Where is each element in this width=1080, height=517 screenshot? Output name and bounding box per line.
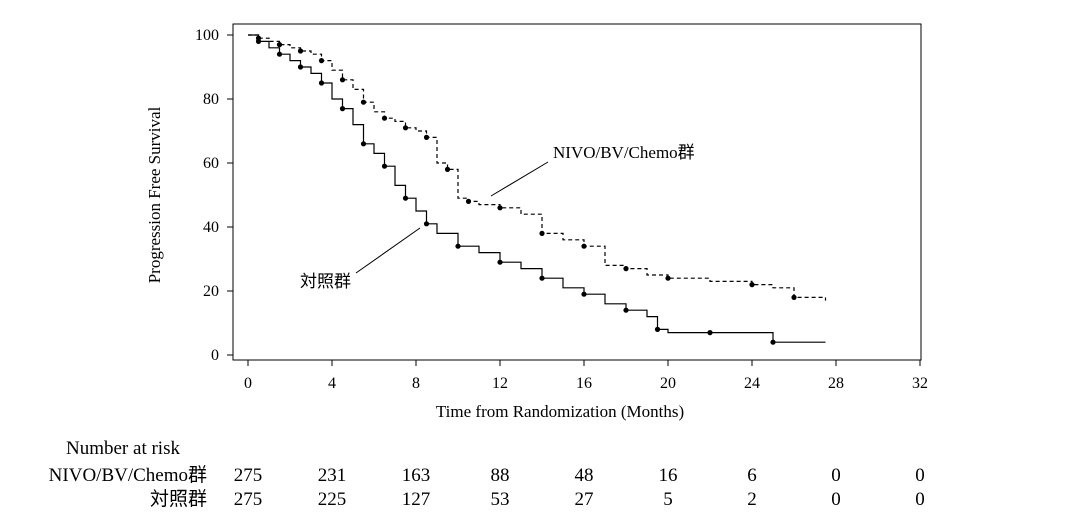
risk-value: 16 (659, 465, 678, 486)
censor-mark (749, 282, 755, 288)
y-tick-label: 0 (211, 347, 219, 364)
censor-mark (402, 125, 409, 131)
y-tick-label: 80 (203, 91, 219, 108)
censor-mark (455, 243, 461, 249)
x-tick-label: 24 (744, 375, 760, 392)
y-tick-label: 40 (203, 219, 219, 236)
censor-mark (339, 106, 346, 112)
risk-value: 127 (402, 489, 431, 510)
censor-mark (791, 294, 797, 300)
x-tick-label: 12 (492, 375, 508, 392)
risk-value: 5 (663, 489, 673, 510)
censor-mark (581, 291, 587, 297)
censor-mark (255, 38, 262, 45)
censor-mark (276, 51, 283, 57)
y-tick-label: 20 (203, 283, 219, 300)
x-axis-label: Time from Randomization (Months) (436, 402, 684, 421)
curve-annotations: NIVO/BV/Chemo群 対照群 (300, 143, 695, 291)
censor-mark (665, 275, 671, 281)
censor-mark (539, 230, 545, 236)
censor-mark (423, 134, 430, 140)
censor-mark (707, 330, 713, 336)
censor-mark (360, 141, 367, 147)
y-tick-label: 60 (203, 155, 219, 172)
x-tick-label: 0 (244, 375, 252, 392)
censor-mark (276, 42, 283, 48)
censor-mark (497, 259, 503, 265)
annotation-leader-nivo (490, 161, 549, 197)
censor-mark (339, 77, 346, 83)
series-line-nivo (248, 34, 827, 301)
risk-value: 275 (234, 489, 263, 510)
censor-mark (465, 198, 472, 204)
series-line-control (248, 34, 826, 343)
censor-mark (654, 326, 661, 332)
x-tick-label: 8 (412, 375, 420, 392)
censor-mark (381, 115, 388, 121)
x-tick-label: 20 (660, 375, 676, 392)
risk-value: 53 (491, 489, 510, 510)
x-tick-label: 4 (328, 375, 336, 392)
risk-value: 88 (491, 465, 510, 486)
risk-value: 225 (318, 489, 347, 510)
censor-mark (360, 99, 367, 105)
censor-mark (297, 64, 304, 70)
censor-mark (297, 48, 304, 54)
censor-mark (581, 243, 587, 249)
risk-value: 0 (915, 465, 925, 486)
censor-mark (318, 80, 325, 86)
risk-value: 2 (747, 489, 757, 510)
plot-frame (232, 23, 922, 361)
risk-value: 48 (575, 465, 594, 486)
x-tick-label: 32 (912, 375, 928, 392)
censor-mark (623, 266, 629, 272)
x-axis: 0 4 8 12 16 20 24 28 32 (244, 360, 928, 392)
censor-mark (423, 221, 430, 227)
censor-mark (770, 339, 776, 345)
y-axis-label: Progression Free Survival (145, 106, 164, 283)
risk-table: Number at risk NIVO/BV/Chemo群 275 231 163 88… (49, 438, 925, 510)
risk-value: 0 (831, 489, 841, 510)
y-axis: 0 20 40 60 80 100 (195, 27, 233, 364)
risk-row-label: 対照群 (150, 488, 207, 510)
risk-value: 0 (831, 465, 841, 486)
annotation-leader-control (355, 227, 421, 274)
censor-mark (318, 58, 325, 64)
censor-mark (444, 166, 451, 172)
risk-value: 6 (747, 465, 757, 486)
risk-value: 231 (318, 465, 347, 486)
censor-mark (623, 307, 629, 313)
risk-value: 27 (575, 489, 594, 510)
censor-mark (539, 275, 545, 281)
survival-curves (248, 34, 827, 345)
risk-table-title: Number at risk (66, 438, 180, 459)
annotation-nivo: NIVO/BV/Chemo群 (553, 143, 695, 162)
risk-value: 163 (402, 465, 431, 486)
censor-mark (402, 195, 409, 201)
censor-mark (497, 205, 503, 211)
risk-value: 275 (234, 465, 263, 486)
x-tick-label: 16 (576, 375, 592, 392)
annotation-control: 対照群 (300, 272, 351, 291)
x-tick-label: 28 (828, 375, 844, 392)
risk-row-label: NIVO/BV/Chemo群 (49, 464, 207, 486)
censor-mark (381, 163, 388, 169)
risk-value: 0 (915, 489, 925, 510)
y-tick-label: 100 (195, 27, 219, 44)
